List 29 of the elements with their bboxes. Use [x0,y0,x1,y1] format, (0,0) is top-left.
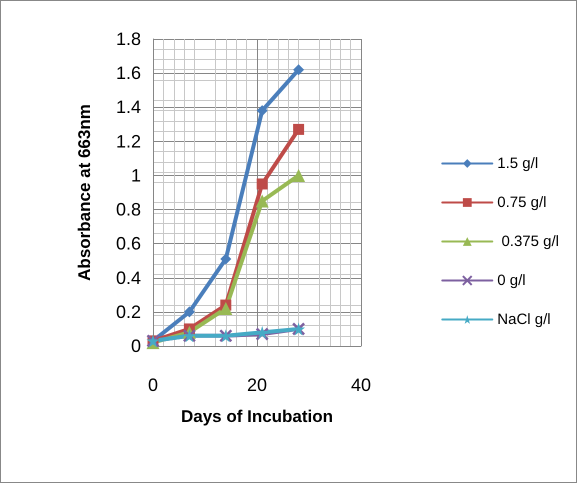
y-tick-label: 0.8 [116,200,141,220]
x-tick-label: 20 [246,375,268,395]
y-tick-label: 1.8 [116,29,141,49]
point [292,168,306,182]
point [256,194,269,208]
x-tick-label: 0 [148,375,158,395]
y-tick-label: 1.6 [116,63,141,84]
y-tick-label: 1.4 [116,97,141,118]
point [220,254,232,265]
point [293,124,304,135]
legend-label: 0.375 g/l [497,233,560,250]
y-tick-label: 0.6 [116,234,141,254]
y-tick-label: 0.4 [116,268,141,288]
y-tick-label: 1.2 [116,131,141,152]
y-tick-label: 1 [130,165,141,186]
legend-label: 0 g/l [497,272,526,289]
y-tick-label: 0 [130,336,141,356]
x-tick-label: 40 [350,375,372,395]
x-axis-title: Days of Incubation [180,407,334,426]
y-axis-title: Absorbance at 663nm [75,104,94,281]
legend-label: NaCl g/l [497,311,551,328]
point [293,64,304,76]
point [219,302,232,315]
y-tick-label: 0.2 [116,302,141,322]
point [184,306,195,318]
legend-label: 1.5 g/l [497,155,538,172]
point [256,105,268,116]
point [256,178,268,190]
legend-label: 0.75 g/l [497,194,547,211]
